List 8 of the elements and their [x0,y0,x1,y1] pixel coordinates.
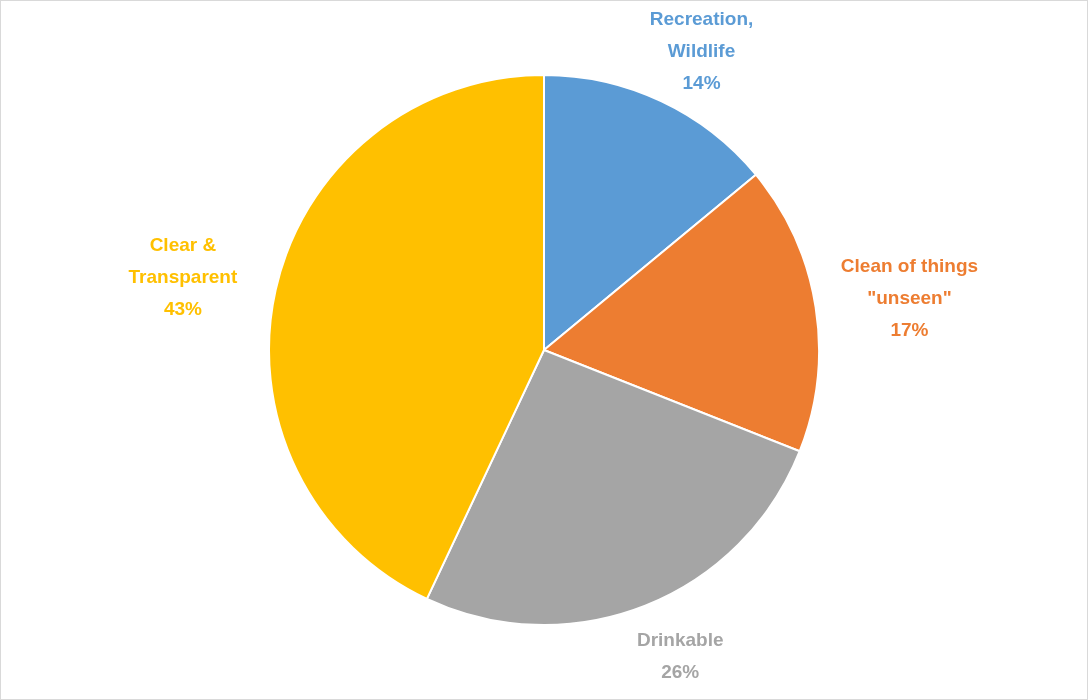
data-label: 26% [661,661,700,683]
data-label: 43% [163,298,203,320]
slice-label: Drinkable [636,629,724,651]
data-label: 17% [890,318,929,340]
data-label: 14% [682,71,721,93]
slice-label: Clean of things "unseen" [840,254,979,308]
slice-label: Recreation, Wildlife [649,7,754,61]
slice-label: Clear & Transparent [128,234,238,288]
